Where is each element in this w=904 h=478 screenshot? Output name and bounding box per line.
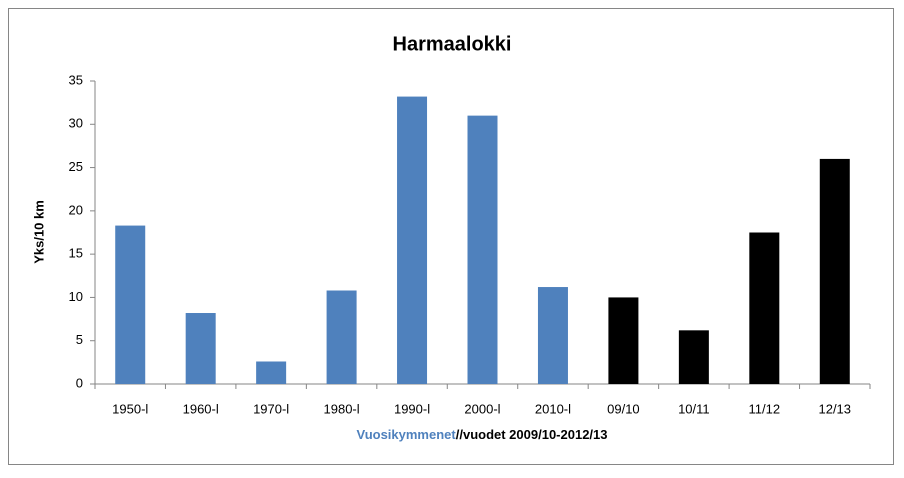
x-tick-label: 10/11	[678, 401, 710, 416]
x-tick-label: 1960-l	[183, 401, 219, 416]
bar	[819, 158, 850, 384]
y-tick-label: 10	[69, 289, 83, 304]
x-tick-label: 1970-l	[253, 401, 289, 416]
bar	[749, 232, 780, 384]
x-tick-label: 1950-l	[112, 401, 148, 416]
x-axis-label-part: Vuosikymmenet	[357, 427, 457, 442]
x-axis-label: Vuosikymmenet//vuodet 2009/10-2012/13	[357, 427, 608, 442]
x-tick-label: 1990-l	[394, 401, 430, 416]
y-tick-label: 35	[69, 72, 83, 87]
y-axis-label: Yks/10 km	[31, 200, 46, 264]
y-tick-label: 20	[69, 202, 83, 217]
bar	[678, 330, 709, 384]
bar	[115, 225, 146, 384]
y-tick-label: 5	[76, 332, 83, 347]
bar	[185, 313, 216, 384]
y-tick-label: 25	[69, 159, 83, 174]
bar	[608, 297, 639, 384]
x-tick-label: 11/12	[749, 401, 781, 416]
x-axis-label-part: //vuodet 2009/10-2012/13	[456, 427, 608, 442]
y-tick-label: 30	[69, 116, 83, 131]
y-tick-label: 15	[69, 246, 83, 261]
bar	[397, 96, 428, 384]
chart-title: Harmaalokki	[393, 33, 512, 55]
x-tick-label: 09/10	[607, 401, 640, 416]
bar	[326, 290, 357, 384]
x-tick-label: 2010-l	[535, 401, 571, 416]
bar	[467, 115, 498, 384]
bar	[537, 287, 568, 384]
x-tick-label: 2000-l	[464, 401, 500, 416]
chart-frame	[8, 8, 894, 465]
y-tick-label: 0	[76, 375, 83, 390]
x-tick-label: 12/13	[818, 401, 851, 416]
x-tick-label: 1980-l	[324, 401, 360, 416]
bar	[256, 361, 287, 384]
